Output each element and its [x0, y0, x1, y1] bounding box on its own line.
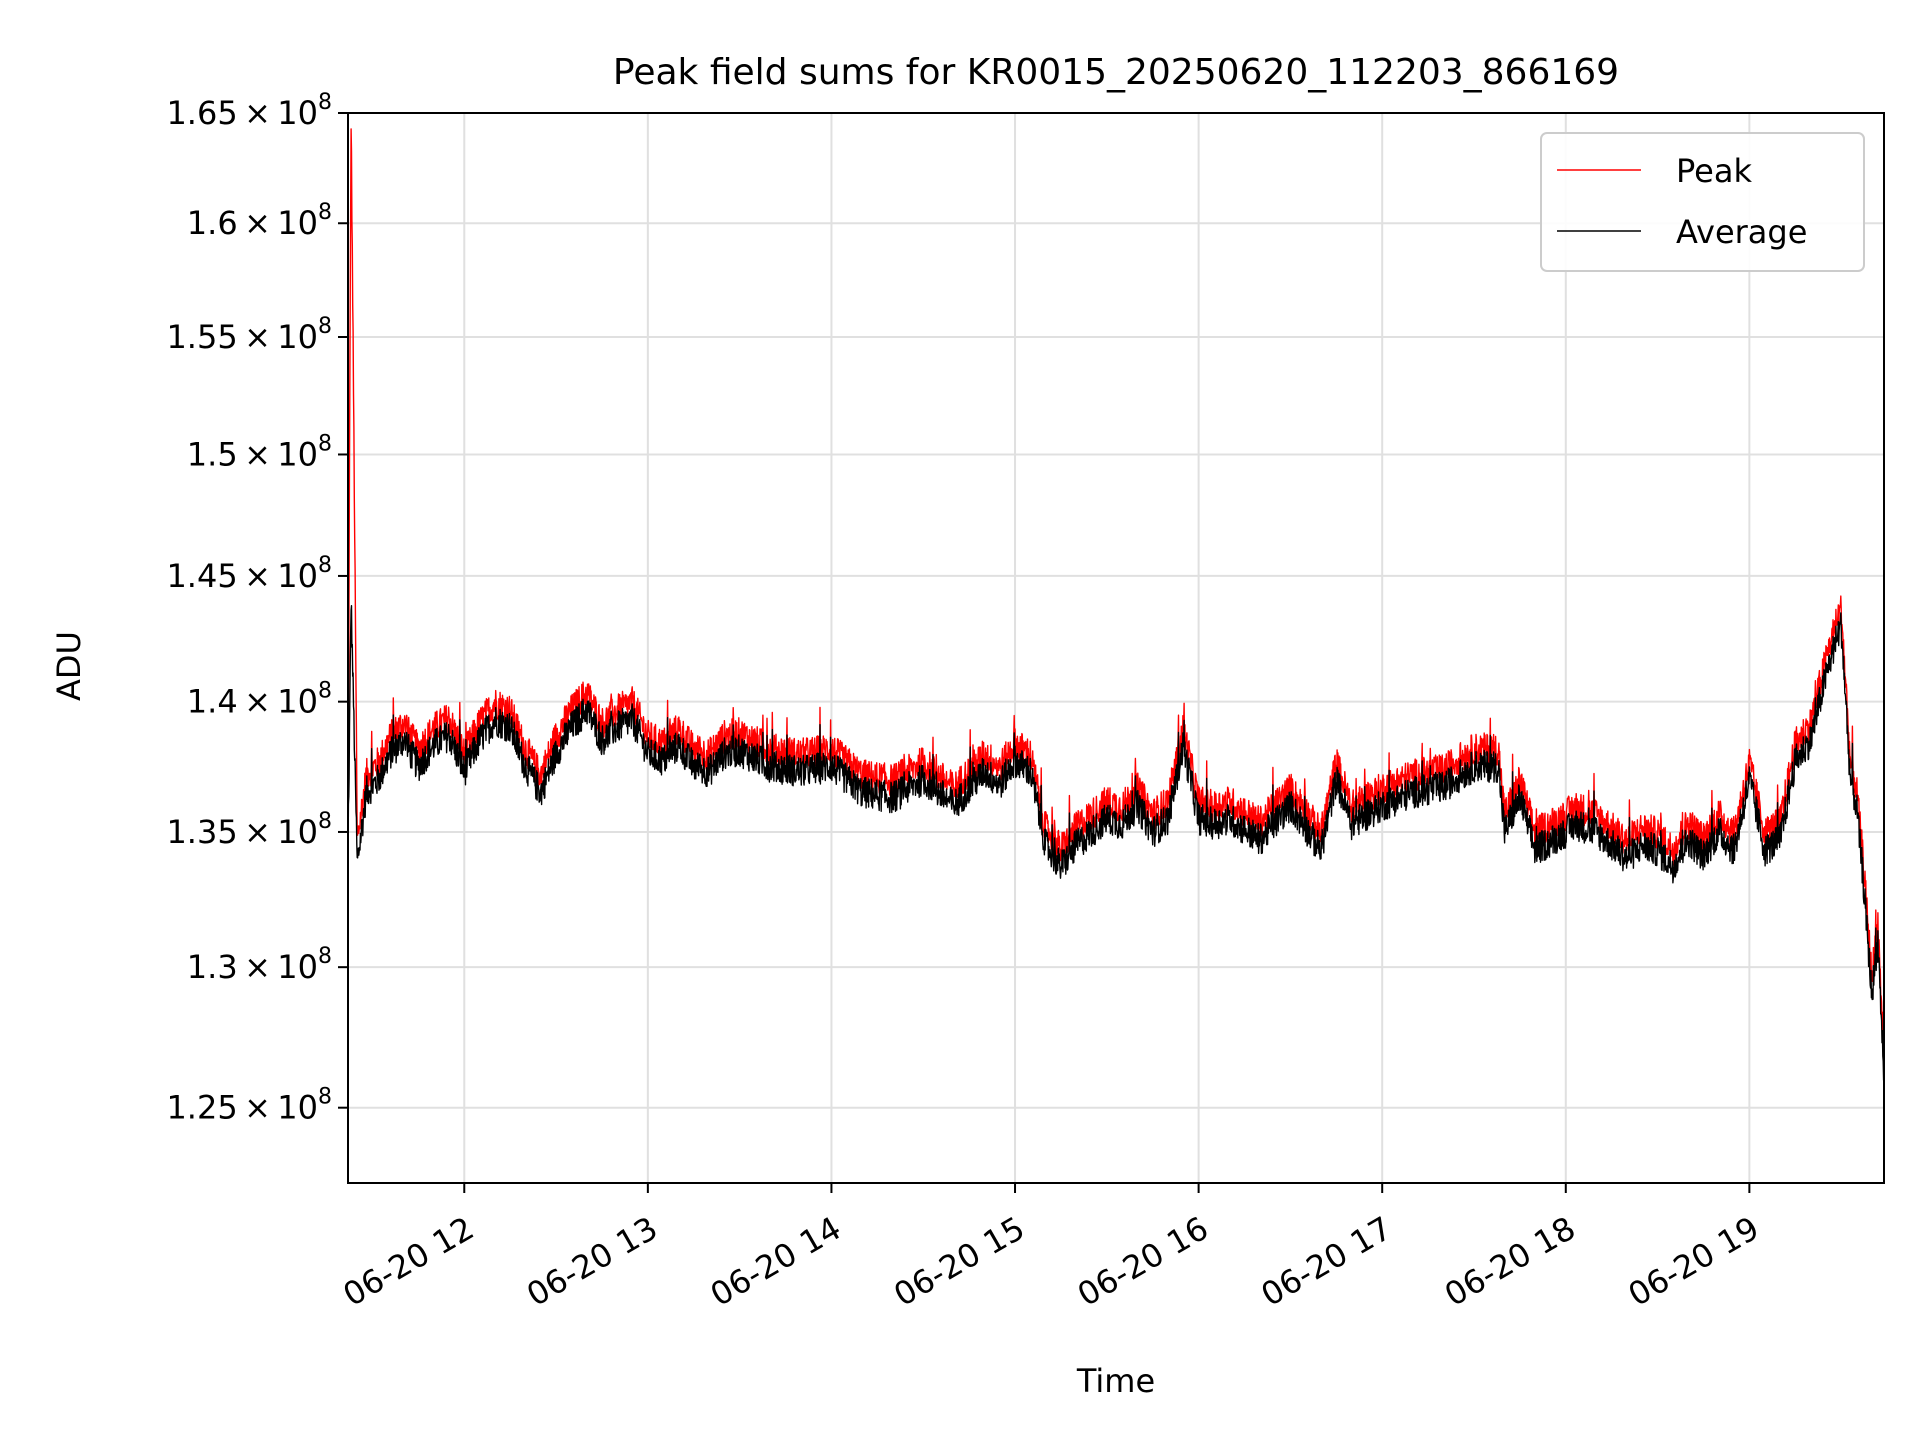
y-axis: 1.25 × 108 1.3 × 108 1.35 × 108 1.4 × 108 1.…: [166, 90, 348, 1127]
legend: Peak Average: [1540, 132, 1865, 272]
y-tick-label: 1.35 × 108: [166, 809, 332, 851]
plot-frame: [347, 112, 1885, 1184]
series-lines: [347, 128, 1885, 1081]
y-tick-label: 1.55 × 108: [166, 314, 332, 356]
legend-average-label: Average: [1676, 213, 1807, 251]
x-axis-label: Time: [1076, 1362, 1155, 1400]
chart-title: Peak field sums for KR0015_20250620_1122…: [613, 52, 1619, 93]
y-tick-label: 1.5 × 108: [187, 431, 332, 473]
y-tick-label: 1.25 × 108: [166, 1085, 332, 1127]
series-line-average: [347, 605, 1885, 1081]
y-tick-label: 1.6 × 108: [187, 200, 332, 242]
y-tick-label: 1.65 × 108: [166, 90, 332, 132]
y-tick-label: 1.4 × 108: [187, 679, 332, 721]
y-tick-label: 1.3 × 108: [187, 944, 332, 986]
y-tick-label: 1.45 × 108: [166, 553, 332, 595]
y-axis-label: ADU: [50, 631, 88, 701]
legend-box: [1540, 132, 1865, 272]
legend-peak-label: Peak: [1676, 152, 1752, 190]
